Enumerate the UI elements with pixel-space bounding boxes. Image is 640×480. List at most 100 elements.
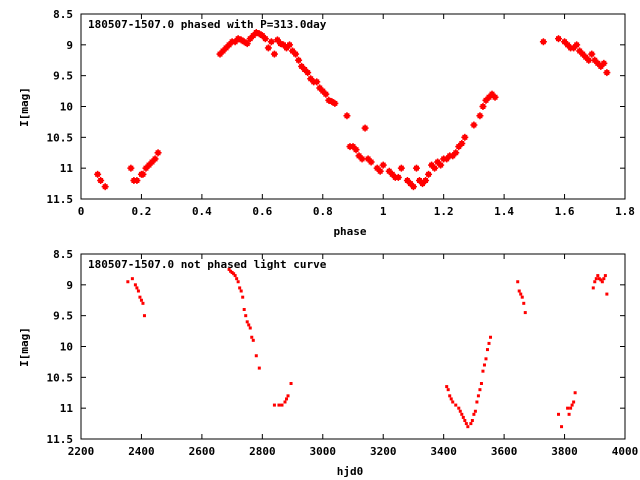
- data-point: [273, 36, 281, 44]
- data-point: [283, 400, 287, 404]
- phased-plot-y-axis-title: I[mag]: [18, 87, 31, 127]
- data-point: [451, 400, 455, 404]
- unphased-plot-x-axis-title: hjd0: [337, 465, 364, 478]
- data-point: [136, 289, 140, 293]
- data-point: [470, 419, 474, 422]
- data-point: [596, 274, 600, 278]
- data-point: [270, 50, 278, 58]
- data-point: [463, 419, 467, 422]
- unphased-plot-y-axis-title: I[mag]: [18, 327, 31, 367]
- data-point: [236, 280, 240, 284]
- data-point: [94, 170, 102, 178]
- data-point: [154, 149, 162, 157]
- data-point: [295, 56, 303, 64]
- data-point: [101, 183, 109, 191]
- data-point: [238, 286, 242, 290]
- data-point: [472, 412, 476, 416]
- data-point: [397, 164, 405, 172]
- data-point: [379, 161, 387, 169]
- data-point: [254, 354, 258, 358]
- x-tick-label: 0.4: [192, 205, 212, 218]
- data-point: [476, 394, 480, 398]
- x-tick-label: 0.6: [252, 205, 272, 218]
- x-tick-label: 1.4: [494, 205, 514, 218]
- data-point: [487, 341, 491, 345]
- data-point: [602, 277, 606, 281]
- data-point: [603, 274, 607, 278]
- phased-plot-x-axis-title: phase: [333, 225, 366, 238]
- data-point: [458, 409, 462, 413]
- data-point: [422, 177, 430, 184]
- y-tick-label: 11.5: [47, 433, 74, 446]
- data-point: [452, 149, 460, 157]
- data-point: [267, 38, 275, 46]
- data-point: [599, 278, 603, 282]
- y-tick-label: 11: [60, 162, 74, 175]
- data-point: [482, 363, 486, 367]
- x-tick-label: 4000: [612, 445, 639, 458]
- data-point: [361, 124, 369, 132]
- data-point: [457, 406, 461, 410]
- data-point: [600, 59, 608, 67]
- data-point: [261, 35, 269, 43]
- data-point: [573, 41, 581, 49]
- y-tick-label: 9: [66, 39, 73, 52]
- data-point: [233, 274, 237, 278]
- data-point: [491, 93, 499, 101]
- data-point: [460, 412, 464, 416]
- data-point: [485, 348, 489, 352]
- data-point: [520, 295, 524, 299]
- data-point: [133, 283, 137, 287]
- phased-plot-title: 180507-1507.0 phased with P=313.0day: [88, 18, 327, 31]
- data-point: [230, 271, 234, 274]
- data-point: [322, 90, 330, 98]
- data-point: [139, 298, 143, 302]
- unphased-plot-title: 180507-1507.0 not phased light curve: [88, 258, 327, 271]
- data-point: [235, 277, 239, 281]
- data-point: [286, 394, 290, 398]
- phased-plot-panel: 180507-1507.0 phased with P=313.0day pha…: [18, 8, 635, 238]
- data-point: [394, 173, 402, 181]
- y-tick-label: 11: [60, 402, 74, 415]
- data-point: [139, 170, 147, 178]
- data-point: [478, 388, 482, 392]
- y-tick-label: 10: [60, 101, 73, 114]
- x-tick-label: 0: [78, 205, 85, 218]
- data-point: [247, 323, 251, 327]
- data-point: [572, 400, 576, 404]
- y-tick-label: 11.5: [47, 193, 74, 206]
- unphased-plot-points: [126, 267, 609, 429]
- data-point: [280, 403, 284, 407]
- data-point: [292, 50, 300, 58]
- data-point: [358, 155, 366, 163]
- data-point: [272, 403, 276, 407]
- data-point: [573, 391, 577, 395]
- data-point: [286, 41, 294, 49]
- phased-plot-points: [94, 29, 611, 191]
- data-point: [446, 388, 450, 392]
- data-point: [151, 155, 159, 163]
- y-tick-label: 10.5: [47, 131, 74, 144]
- data-point: [475, 400, 479, 404]
- data-point: [560, 425, 564, 429]
- y-tick-label: 10: [60, 341, 73, 354]
- data-point: [585, 56, 593, 64]
- data-point: [239, 289, 243, 293]
- y-tick-label: 10.5: [47, 371, 74, 384]
- data-point: [519, 292, 523, 296]
- data-point: [523, 311, 527, 315]
- data-point: [425, 170, 433, 178]
- data-point: [285, 397, 289, 401]
- data-point: [248, 326, 252, 330]
- data-point: [232, 272, 236, 276]
- data-point: [489, 335, 493, 339]
- data-point: [566, 406, 570, 410]
- data-point: [484, 357, 488, 361]
- data-point: [570, 403, 574, 407]
- data-point: [376, 167, 384, 175]
- data-point: [229, 269, 233, 273]
- data-point: [600, 280, 604, 284]
- data-point: [605, 292, 609, 296]
- data-point: [343, 112, 351, 120]
